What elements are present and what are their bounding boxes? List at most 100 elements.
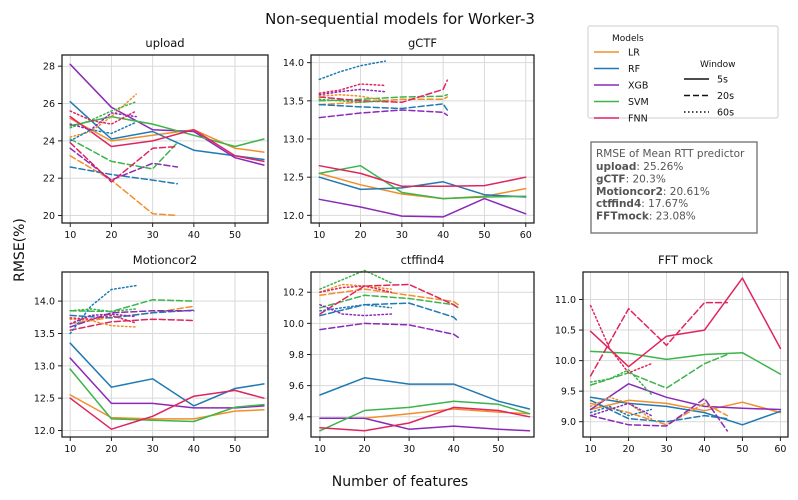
rmse-rows: upload: 25.26%gCTF: 20.3%Motioncor2: 20.… — [596, 161, 710, 223]
x-tick-label: 30 — [660, 444, 672, 455]
series-lr-60s — [318, 93, 387, 102]
x-tick-label: 10 — [64, 230, 76, 241]
series-rf-20s — [69, 166, 179, 185]
series-fnn-20s — [69, 318, 195, 331]
series-rf-20s — [69, 309, 195, 319]
subplots: 10 20 30 40 50 20 22 24 26 28 upload 10 20 30 40 50 60 12… — [34, 36, 789, 455]
y-tick-label: 9.5 — [561, 387, 576, 398]
x-tick-label: 10 — [313, 230, 325, 241]
x-tick-label: 40 — [188, 230, 200, 241]
series-xgb-20s — [318, 109, 449, 119]
series-svm-5s — [69, 368, 265, 423]
x-tick-label: 20 — [623, 444, 635, 455]
x-tick-label: 30 — [403, 444, 415, 455]
y-tick-label: 10.2 — [283, 288, 304, 299]
x-tick-label: 20 — [355, 230, 367, 241]
x-tick-label: 50 — [736, 444, 748, 455]
y-tick-label: 20 — [43, 211, 55, 222]
x-tick-label: 30 — [147, 444, 159, 455]
subplot-title: FFT mock — [658, 253, 713, 267]
series-xgb-20s — [69, 147, 179, 181]
x-tick-label: 20 — [105, 444, 117, 455]
series-svm-20s — [69, 299, 195, 313]
y-tick-label: 24 — [43, 136, 55, 147]
series-rf-60s — [69, 121, 137, 142]
subplot-gctf: 10 20 30 40 50 60 12.0 12.5 13.0 13.5 14.0 gCTF — [283, 36, 535, 241]
series-xgb-5s — [318, 197, 527, 218]
series-lr-60s — [69, 318, 137, 328]
series-lr-60s — [319, 283, 393, 293]
y-tick-label: 12.0 — [283, 211, 304, 222]
y-tick-label: 13.0 — [34, 361, 55, 372]
legend-label-xgb: XGB — [628, 81, 648, 92]
subplot-upload: 10 20 30 40 50 20 22 24 26 28 upload — [43, 36, 269, 241]
x-tick-label: 50 — [478, 230, 490, 241]
series-svm-60s — [318, 98, 387, 104]
series-rf-5s — [318, 176, 527, 198]
series-fnn-5s — [589, 277, 782, 368]
series-fnn-5s — [319, 406, 531, 432]
axes-frame — [61, 271, 269, 438]
x-tick-label: 30 — [147, 230, 159, 241]
series-xgb-60s — [69, 313, 137, 325]
subplot-ctffind4: 10 20 30 40 50 9.4 9.6 9.8 10.0 10.2 ctffind4 — [283, 253, 535, 455]
y-tick-label: 12.0 — [34, 426, 55, 437]
series-fnn-5s — [69, 389, 265, 430]
x-tick-label: 50 — [229, 444, 241, 455]
legend-label-svm: SVM — [628, 97, 649, 108]
x-axis-label: Number of features — [332, 474, 468, 490]
x-tick-label: 40 — [437, 230, 449, 241]
subplot-motioncor2: 10 20 30 40 50 12.0 12.5 13.0 13.5 14.0 Motioncor2 — [34, 253, 269, 455]
series-lr-20s — [69, 155, 179, 217]
series-xgb-20s — [69, 310, 195, 328]
legend-items: LR RF XGB SVM FNN 5s 20s 60s — [594, 48, 734, 125]
x-tick-label: 40 — [448, 444, 460, 455]
axes-frame — [582, 271, 789, 438]
series-fnn-5s — [318, 164, 527, 188]
legend-label-fnn: FNN — [628, 114, 648, 125]
series-rf-5s — [589, 396, 782, 426]
y-tick-label: 9.6 — [289, 381, 304, 392]
y-tick-label: 10.0 — [555, 356, 576, 367]
series-svm-5s — [318, 164, 527, 200]
series-lr-5s — [69, 117, 265, 153]
legend-models-title: Models — [612, 34, 644, 44]
legend-window-title: Window — [700, 60, 736, 70]
series-lr-20s — [319, 288, 459, 306]
series-svm-5s — [589, 350, 782, 375]
axes-frame — [61, 54, 269, 224]
subplot-fft-mock: 10 20 30 40 50 60 9.0 9.5 10.0 10.5 11.0 FFT mock — [555, 253, 789, 455]
y-tick-label: 14.0 — [283, 58, 304, 69]
x-tick-label: 20 — [105, 230, 117, 241]
x-tick-label: 60 — [520, 230, 532, 241]
series-xgb-5s — [319, 417, 531, 432]
y-tick-label: 28 — [43, 62, 55, 73]
series-xgb-5s — [589, 383, 782, 411]
series-fnn-20s — [319, 283, 459, 315]
x-tick-label: 20 — [358, 444, 370, 455]
series-fnn-5s — [69, 115, 265, 163]
y-tick-label: 12.5 — [283, 173, 304, 184]
series-xgb-20s — [589, 397, 729, 432]
series-svm-60s — [69, 100, 137, 129]
series-xgb-60s — [69, 112, 137, 131]
series-xgb-60s — [318, 88, 387, 96]
series-rf-60s — [589, 405, 653, 417]
rmse-row-motioncor2: Motioncor2: 20.61% — [596, 186, 710, 198]
x-tick-label: 60 — [774, 444, 786, 455]
y-tick-label: 9.0 — [561, 417, 576, 428]
series-rf-20s — [319, 302, 459, 323]
series-xgb-60s — [589, 402, 653, 417]
series-lr-5s — [69, 394, 265, 420]
rmse-row-gctf: gCTF: 20.3% — [596, 173, 666, 185]
legend-label-rf: RF — [628, 64, 640, 75]
y-tick-label: 13.5 — [283, 96, 304, 107]
rmse-box-title: RMSE of Mean RTT predictor — [596, 148, 745, 160]
y-tick-label: 9.8 — [289, 350, 304, 361]
x-tick-label: 30 — [396, 230, 408, 241]
legend-label-window-5s: 5s — [717, 75, 728, 86]
subplot-title: gCTF — [408, 36, 437, 50]
series-svm-60s — [69, 308, 137, 313]
series-lr-20s — [318, 96, 449, 106]
series-svm-5s — [69, 115, 265, 148]
